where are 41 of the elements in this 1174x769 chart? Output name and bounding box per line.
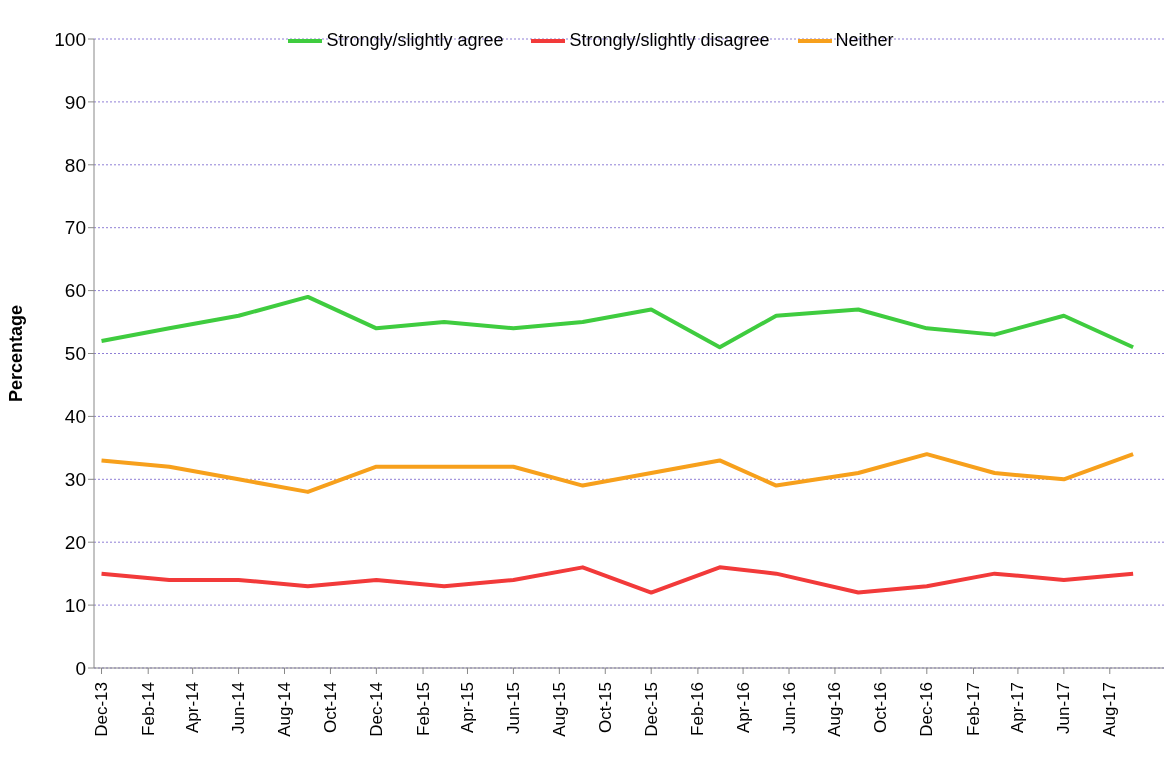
line-series [99, 565, 1136, 595]
x-tick-label: Aug-16 [825, 682, 845, 737]
x-tick-label: Aug-15 [549, 682, 569, 737]
x-tick-label: Dec-14 [366, 682, 386, 737]
y-tick-label: 100 [54, 28, 86, 50]
x-tick-label: Feb-16 [688, 682, 708, 736]
x-tick-label: Feb-15 [413, 682, 433, 736]
x-tick-label: Apr-15 [457, 682, 477, 734]
x-tick-label: Oct-14 [320, 682, 340, 734]
y-tick-label: 30 [64, 469, 86, 491]
x-tick-label: Jun-17 [1054, 682, 1074, 734]
x-tick-label: Oct-15 [595, 682, 615, 734]
x-tick-label: Apr-17 [1008, 682, 1028, 734]
x-tick-label: Aug-17 [1100, 682, 1120, 737]
y-axis-title: Percentage [6, 304, 27, 403]
x-tick-label: Dec-15 [641, 682, 661, 737]
x-tick-label: Aug-14 [275, 682, 295, 737]
x-tick-label: Dec-16 [917, 682, 937, 737]
x-tick-label: Apr-14 [183, 682, 203, 734]
y-tick-label: 70 [64, 217, 86, 239]
y-tick-label: 90 [64, 91, 86, 113]
y-tick-label: 40 [64, 406, 86, 428]
y-tick-label: 0 [75, 657, 86, 679]
y-tick-label: 10 [64, 594, 86, 616]
y-tick-label: 50 [64, 343, 86, 365]
x-tick-label: Apr-16 [733, 682, 753, 734]
x-tick-label: Feb-14 [138, 682, 158, 736]
legend-label: Strongly/slightly disagree [569, 30, 770, 51]
x-tick-label: Jun-15 [503, 682, 523, 734]
legend-label: Strongly/slightly agree [326, 30, 504, 51]
x-tick-label: Feb-17 [963, 682, 983, 736]
y-tick-label: 80 [64, 154, 86, 176]
y-tick-label: 20 [64, 531, 86, 553]
x-tick-label: Oct-16 [871, 682, 891, 734]
x-tick-label: Jun-14 [229, 682, 249, 734]
x-tick-label: Jun-16 [779, 682, 799, 734]
x-tick-label: Dec-13 [92, 682, 112, 737]
y-tick-label: 60 [64, 280, 86, 302]
line-series [99, 294, 1136, 350]
legend-label: Neither [835, 30, 894, 51]
line-series [99, 452, 1136, 494]
